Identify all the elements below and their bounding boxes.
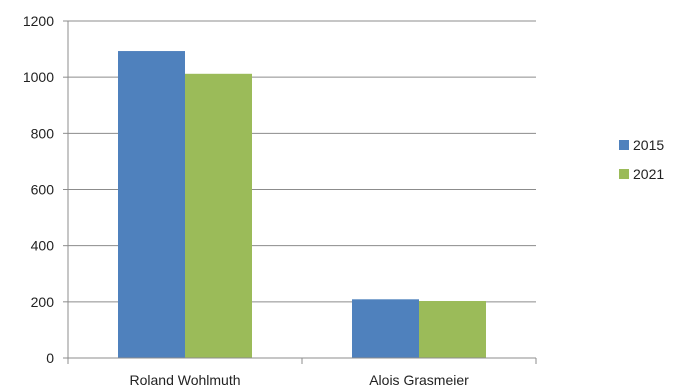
y-tick-label: 1000 [23, 69, 54, 85]
bar-2021-1 [419, 300, 486, 358]
labels: 0 200 400 600 800 1000 1200 Roland Wohlmuth Aloi… [23, 13, 469, 388]
y-tick-label: 800 [31, 125, 55, 141]
y-tick-label: 400 [31, 238, 55, 254]
bar-2015-0 [118, 51, 185, 359]
legend-swatch [619, 140, 629, 150]
legend-swatch [619, 169, 629, 179]
bar-2021-0 [185, 73, 252, 359]
y-tick-label: 1200 [23, 13, 54, 29]
legend: 2015 2021 [619, 137, 664, 182]
legend-label: 2015 [633, 137, 664, 153]
bars [118, 51, 486, 359]
y-tick-label: 200 [31, 294, 55, 310]
y-tick-label: 0 [46, 350, 54, 366]
x-category-label: Roland Wohlmuth [129, 372, 240, 388]
x-category-label: Alois Grasmeier [369, 372, 469, 388]
axes [63, 20, 537, 364]
y-tick-label: 600 [31, 182, 55, 198]
bar-2015-1 [352, 299, 419, 358]
legend-label: 2021 [633, 166, 664, 182]
